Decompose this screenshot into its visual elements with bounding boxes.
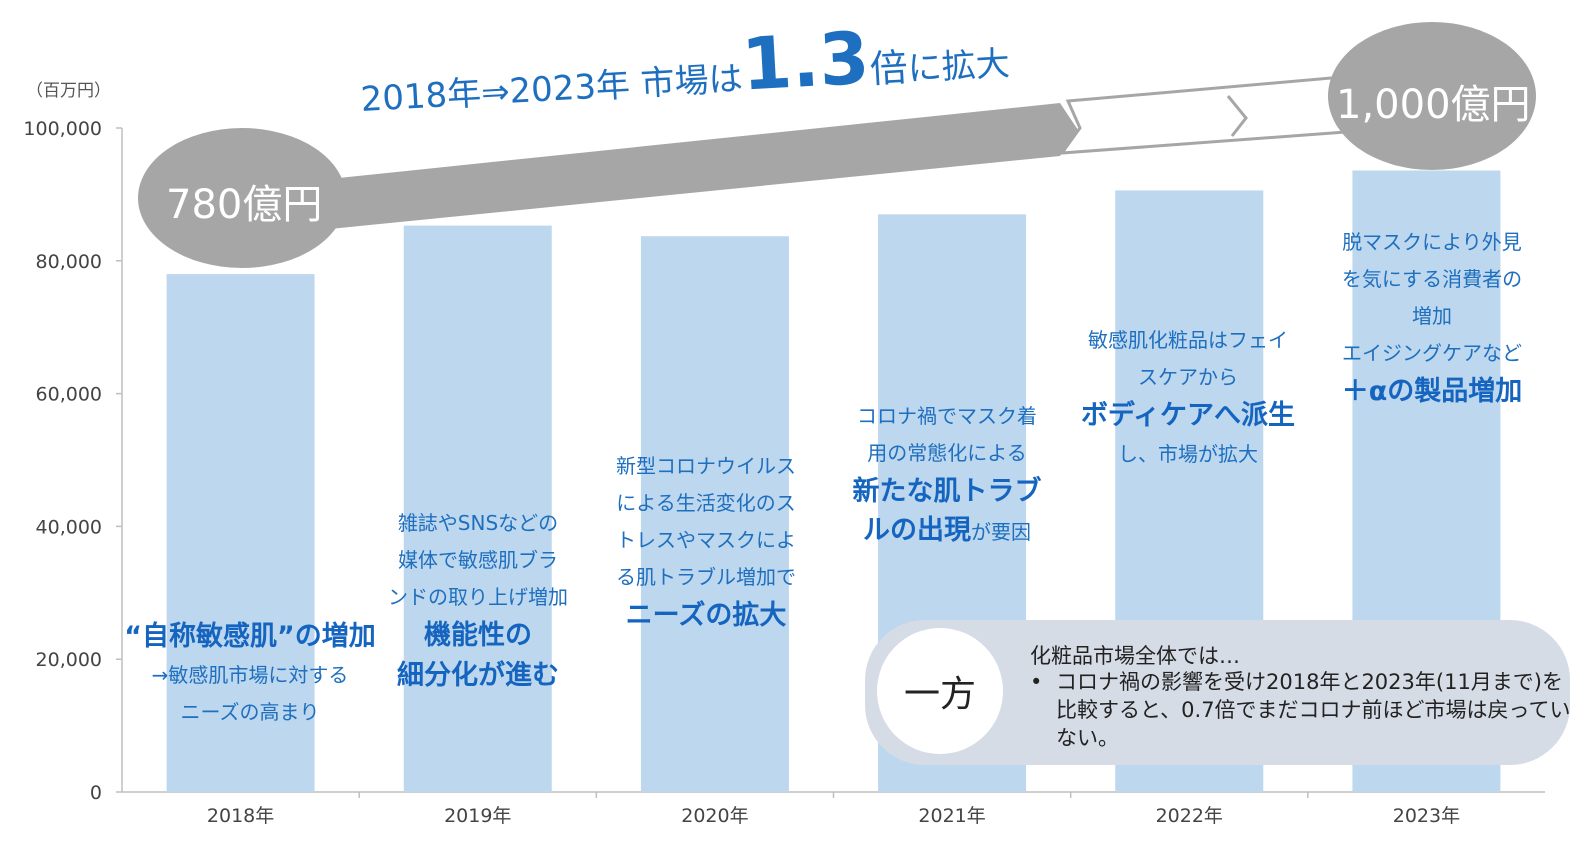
note-bullet-dot: • xyxy=(1030,670,1043,694)
x-tick-label: 2023年 xyxy=(1393,805,1460,827)
annotation-2022-emphasis: ボディケアへ派生 xyxy=(1080,400,1296,431)
bar xyxy=(640,236,789,792)
annotation-2018: “自称敏感肌”の増加 →敏感肌市場に対する ニーズの高まり xyxy=(112,617,388,731)
growth-arrow-chevron xyxy=(1226,95,1248,137)
annotation-2022-line3: し、市場が拡大 xyxy=(1118,442,1258,466)
headline-times: 倍 xyxy=(868,45,909,92)
annotation-2019-line1: 雑誌やSNSなどの xyxy=(397,511,559,535)
y-tick-label: 60,000 xyxy=(36,384,102,406)
y-tick-label: 100,000 xyxy=(23,118,102,140)
annotation-2022-line1: 敏感肌化粧品はフェイ xyxy=(1088,328,1288,352)
annotation-2022: 敏感肌化粧品はフェイ スケアから ボディケアへ派生 し、市場が拡大 xyxy=(1060,322,1316,473)
annotation-2020-line1: 新型コロナウイルス xyxy=(616,454,796,478)
x-tick-label: 2018年 xyxy=(207,805,274,827)
y-tick-label: 80,000 xyxy=(36,251,102,273)
x-tick-label: 2019年 xyxy=(444,805,511,827)
annotation-2023-line1: 脱マスクにより外見 xyxy=(1342,230,1522,254)
annotation-2021: コロナ禍でマスク着 用の常態化による 新たな肌トラブ ルの出現が要因 xyxy=(836,398,1058,551)
annotation-2021-tail: が要因 xyxy=(971,520,1031,544)
bar xyxy=(166,274,315,793)
annotation-2020: 新型コロナウイルス による生活変化のス トレスやマスクによ る肌トラブル増加で … xyxy=(596,448,816,636)
growth-arrow-gray xyxy=(300,103,1078,232)
x-tick-label: 2022年 xyxy=(1156,805,1223,827)
annotation-2018-emphasis: “自称敏感肌”の増加 xyxy=(124,621,376,652)
annotation-2020-emphasis: ニーズの拡大 xyxy=(625,600,787,631)
annotation-2021-emphasis1: 新たな肌トラブ xyxy=(852,476,1042,507)
annotation-2019-emphasis1: 機能性の xyxy=(424,620,532,651)
x-tick-label: 2020年 xyxy=(681,805,748,827)
annotation-2023: 脱マスクにより外見 を気にする消費者の 増加 エイジングケアなど ＋αの製品増加 xyxy=(1318,224,1546,412)
note-bullet-text: コロナ禍の影響を受け2018年と2023年(11月まで)を比較すると、0.7倍で… xyxy=(1056,670,1571,750)
annotation-2019-line2: 媒体で敏感肌ブラ xyxy=(398,548,558,572)
x-tick-label: 2021年 xyxy=(918,805,985,827)
y-tick-label: 40,000 xyxy=(36,516,102,538)
bubble-start-label: 780億円 xyxy=(166,182,323,228)
headline-ratio: 1.3 xyxy=(739,15,872,107)
bubble-start xyxy=(138,128,346,268)
annotation-2020-line3: トレスやマスクによ xyxy=(616,528,796,552)
bubble-end xyxy=(1328,22,1536,170)
note-bullet: • コロナ禍の影響を受け2018年と2023年(11月まで)を比較すると、0.7… xyxy=(1030,668,1576,752)
headline-part4: に拡大 xyxy=(906,43,1011,90)
annotation-2022-line2: スケアから xyxy=(1138,365,1238,389)
annotation-2018-line1: →敏感肌市場に対する xyxy=(151,663,349,687)
annotation-2021-line2: 用の常態化による xyxy=(867,441,1027,465)
annotation-2021-line1: コロナ禍でマスク着 xyxy=(857,404,1037,428)
annotation-2019: 雑誌やSNSなどの 媒体で敏感肌ブラ ンドの取り上げ増加 機能性の 細分化が進む xyxy=(368,505,588,696)
annotation-2020-line2: による生活変化のス xyxy=(616,491,796,515)
annotation-2023-emphasis: ＋αの製品増加 xyxy=(1341,376,1523,407)
annotation-2023-line4: エイジングケアなど xyxy=(1342,341,1522,365)
annotation-2019-emphasis2: 細分化が進む xyxy=(397,660,559,691)
bar xyxy=(403,225,552,792)
annotation-2023-line3: 増加 xyxy=(1412,304,1452,328)
y-tick-label: 20,000 xyxy=(36,649,102,671)
bubble-end-label: 1,000億円 xyxy=(1336,82,1531,128)
axes: 0 20,000 40,000 60,000 80,000 100,000 2018年 201… xyxy=(23,118,1545,827)
note-circle: 一方 xyxy=(877,628,1003,754)
note-title: 化粧品市場全体では… xyxy=(1030,644,1240,668)
annotation-2020-line4: る肌トラブル増加で xyxy=(616,565,796,589)
annotation-2023-line2: を気にする消費者の xyxy=(1341,267,1523,291)
y-tick-label: 0 xyxy=(90,782,102,804)
y-axis-unit: （百万円） xyxy=(26,81,111,101)
annotation-2018-line2: ニーズの高まり xyxy=(180,700,320,724)
annotation-2019-line3: ンドの取り上げ増加 xyxy=(388,585,568,609)
annotation-2021-emphasis2: ルの出現 xyxy=(863,515,971,546)
